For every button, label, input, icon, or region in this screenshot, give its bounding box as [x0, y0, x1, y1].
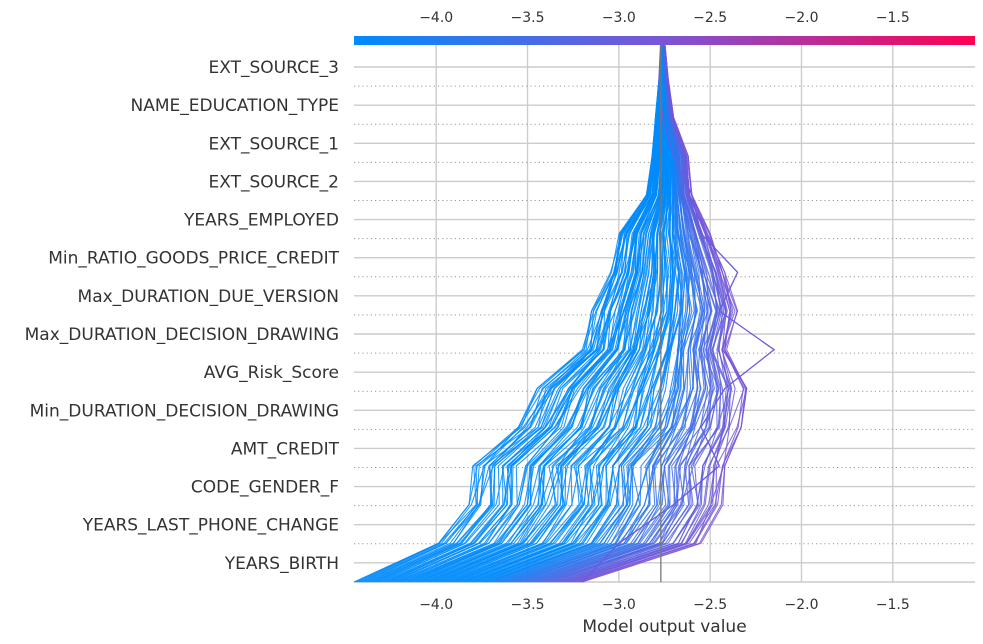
- sample-line: [457, 39, 668, 583]
- outlier-line: [581, 39, 776, 583]
- top-tick-label: −2.5: [693, 10, 727, 26]
- sample-line: [575, 39, 745, 583]
- feature-label: Max_DURATION_DECISION_DRAWING: [25, 325, 339, 345]
- feature-label: NAME_EDUCATION_TYPE: [131, 96, 339, 116]
- sample-line: [532, 39, 706, 583]
- top-tick-label: −1.5: [876, 10, 910, 26]
- x-axes: −4.0 −4.0 −3.5 −3.5 −3.0 −3.0 −2.5 −2.5 −2.0 −2.0…: [419, 10, 910, 613]
- feature-label: CODE_GENDER_F: [191, 478, 339, 498]
- feature-label: EXT_SOURCE_1: [209, 134, 339, 154]
- bottom-tick-label: −1.5: [876, 597, 910, 613]
- feature-labels: EXT_SOURCE_3 NAME_EDUCATION_TYPE EXT_SOURC…: [25, 58, 340, 574]
- sample-line: [493, 39, 680, 583]
- top-tick-label: −3.0: [602, 10, 636, 26]
- top-tick-label: −2.0: [784, 10, 818, 26]
- bottom-tick-label: −3.5: [511, 597, 545, 613]
- top-tick-label: −3.5: [511, 10, 545, 26]
- grid: [354, 36, 975, 583]
- feature-label: EXT_SOURCE_2: [209, 172, 339, 192]
- colorbar-gradient: [354, 36, 975, 45]
- sample-line: [388, 39, 664, 583]
- feature-label: YEARS_EMPLOYED: [183, 211, 339, 231]
- sample-line: [486, 39, 675, 583]
- colorbar: [354, 36, 975, 45]
- sample-line: [366, 39, 664, 583]
- feature-label: AMT_CREDIT: [231, 439, 340, 459]
- bottom-tick-label: −2.5: [693, 597, 727, 613]
- x-axis-title: Model output value: [582, 617, 746, 637]
- sample-line: [407, 39, 664, 583]
- sample-line: [449, 39, 667, 583]
- feature-label: Min_RATIO_GOODS_PRICE_CREDIT: [48, 249, 339, 269]
- feature-label: Max_DURATION_DUE_VERSION: [78, 287, 339, 307]
- sample-lines: [353, 39, 776, 583]
- feature-label: YEARS_BIRTH: [224, 554, 339, 574]
- feature-label: YEARS_LAST_PHONE_CHANGE: [82, 516, 339, 536]
- feature-label: AVG_Risk_Score: [204, 363, 339, 383]
- bottom-tick-label: −3.0: [602, 597, 636, 613]
- top-tick-label: −4.0: [419, 10, 453, 26]
- bottom-tick-label: −4.0: [419, 597, 453, 613]
- sample-line: [582, 39, 747, 583]
- feature-label: Min_DURATION_DECISION_DRAWING: [30, 401, 339, 421]
- sample-line: [467, 40, 671, 583]
- bottom-tick-label: −2.0: [784, 597, 818, 613]
- feature-label: EXT_SOURCE_3: [209, 58, 339, 78]
